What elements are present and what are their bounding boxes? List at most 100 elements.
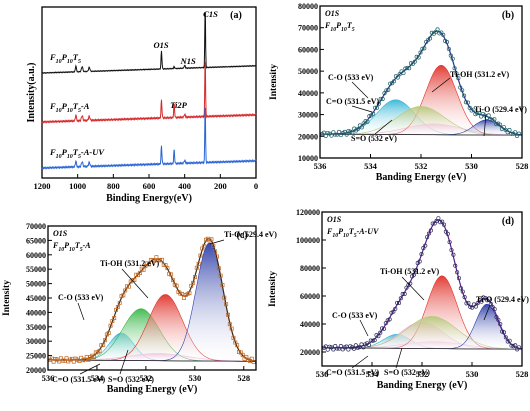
panel-b-data-point <box>355 126 361 131</box>
panel-d-data-point <box>455 270 460 275</box>
panel-a-series-label-1-part-2: 10 <box>67 108 73 114</box>
panel-d-data-point <box>381 326 387 331</box>
panel-d-data-point <box>413 268 418 273</box>
panel-b-data-point <box>452 66 457 71</box>
panel-d-data-point <box>453 263 458 268</box>
panel-d-data-point <box>481 295 486 300</box>
panel-d-data-point <box>451 252 456 257</box>
panel-c-leader-0 <box>77 302 85 321</box>
panel-c-peak-label-3: Ti-OH (531.2 eV) <box>100 259 160 268</box>
panel-c-ytick-label: 60000 <box>26 251 46 260</box>
panel-b-data-point <box>458 85 463 90</box>
panel-d-leader-3 <box>401 276 425 301</box>
panel-b-sample-part-3: T <box>347 21 353 30</box>
panel-b-data-point <box>416 55 421 60</box>
panel-a-series-label-1: F10P10T5-A <box>49 101 90 114</box>
panel-b-xtick-label: 532 <box>415 161 428 171</box>
panel-b-data-point <box>365 119 370 124</box>
panel-b-data-point <box>403 66 408 71</box>
panel-d-leader-1 <box>351 355 369 369</box>
panel-d-data-point <box>355 345 360 350</box>
panel-d-data-point <box>335 346 340 351</box>
panel-b-baseline <box>319 133 523 136</box>
panel-b-xtick-label: 534 <box>364 161 378 171</box>
panel-b-data-point <box>391 79 397 84</box>
panel-c-ytick-label: 30000 <box>26 337 46 346</box>
panel-d-sample-part-1: P <box>338 227 343 236</box>
panel-d-data-point <box>383 321 388 326</box>
panel-a-xtick-label: 0 <box>254 181 258 191</box>
panel-a-xtick-label: 1200 <box>34 181 51 191</box>
panel-d-data-point <box>464 301 469 306</box>
panel-b-leader-0 <box>351 81 369 99</box>
panel-b-data-point <box>422 46 427 51</box>
panel-b-data-point <box>329 133 334 138</box>
panel-b-data-point <box>509 131 514 136</box>
panel-b-data-point <box>467 105 472 110</box>
panel-d-data-point <box>426 231 432 236</box>
panel-c-ytick-label: 45000 <box>26 294 46 303</box>
panel-b-xtick-label: 536 <box>314 161 327 171</box>
panel-b-data-point <box>490 118 495 123</box>
panel-b-data-point <box>374 105 379 110</box>
panel-b-data-point <box>380 96 385 102</box>
panel-c-sample-part-4: 5 <box>80 247 83 253</box>
panel-c-ytick-label: 50000 <box>26 280 46 289</box>
panel-b-data-point <box>371 111 376 116</box>
panel-d-leader-2 <box>395 347 403 369</box>
panel-d-data-point <box>325 347 330 352</box>
panel-c-data-point <box>191 280 196 285</box>
panel-a: 1200 1000 800 600 400 200 0 Binding Energy(eV) I… <box>26 6 258 204</box>
panel-b-sample-main: F <box>324 21 331 30</box>
panel-d-data-point <box>353 343 358 348</box>
panel-c-data-point <box>216 266 221 271</box>
panel-b-ytick-label: 20000 <box>298 132 318 141</box>
panel-c-ytick-label: 25000 <box>26 352 46 361</box>
panel-b-sample-part-1: P <box>336 21 341 30</box>
panel-d-data-point <box>496 317 501 322</box>
panel-d-data-point <box>395 300 400 305</box>
panel-b-ytick-label: 80000 <box>298 2 318 11</box>
panel-d-data-point <box>498 322 503 327</box>
panel-d-data-point <box>501 330 507 335</box>
panel-d-peak-label-0: C-O (533 eV) <box>332 311 378 320</box>
panel-c-ylabel: Intensity <box>2 280 12 316</box>
panel-b-data-point <box>418 50 423 55</box>
panel-a-peak-label-0: C1S <box>203 9 218 19</box>
panel-d-peak-label-3: Ti-OH (531.2 eV) <box>380 267 440 276</box>
panel-b-data-point <box>348 129 353 134</box>
panel-d-data-point <box>338 343 343 349</box>
panel-c-leader-4 <box>209 239 225 245</box>
panel-b-ytick-label: 10000 <box>298 154 318 163</box>
panel-b-data-point <box>384 88 389 93</box>
panel-d-ytick-label: 60000 <box>300 292 320 301</box>
panel-c-data-point <box>192 275 197 279</box>
panel-a-series-label-1-part-0: 10 <box>56 108 62 114</box>
panel-c-peak-label-1: C=O (531.5 eV) <box>52 375 106 384</box>
panel-d-data-point <box>475 301 480 306</box>
panel-c-leader-1 <box>79 363 101 375</box>
panel-c-data-point <box>159 257 164 262</box>
panel-d-data-point <box>396 300 402 306</box>
panel-b-data-point <box>486 113 491 118</box>
panel-a-series-label-1-part-4: 5 <box>78 108 81 114</box>
panel-d-data-point <box>411 272 417 277</box>
panel-d-leader-4 <box>483 304 491 321</box>
panel-d-data-point <box>344 344 349 349</box>
panel-d-data-point <box>516 345 522 350</box>
panel-c-data-point <box>251 360 256 364</box>
panel-c-xlabel: Banding Energy (eV) <box>107 384 198 395</box>
panel-b-data-point <box>376 101 381 106</box>
panel-a-xtick-label: 400 <box>178 181 191 191</box>
panel-b-sample-label: F10P10T5 <box>324 21 355 33</box>
panel-a-peak-label-2: N1S <box>180 56 196 66</box>
panel-c-xtick-label: 536 <box>42 373 55 383</box>
panel-d-xtick-label: 532 <box>416 369 429 379</box>
panel-a-xtick-label: 600 <box>143 181 156 191</box>
panel-b-peak-label-1: C=O (531.5 eV) <box>326 97 380 106</box>
panel-d-ytick-label: 100000 <box>296 236 320 245</box>
panel-c-data-point <box>92 355 96 360</box>
panel-c-element: O1S <box>53 229 68 238</box>
panel-c-data-point <box>97 348 102 353</box>
